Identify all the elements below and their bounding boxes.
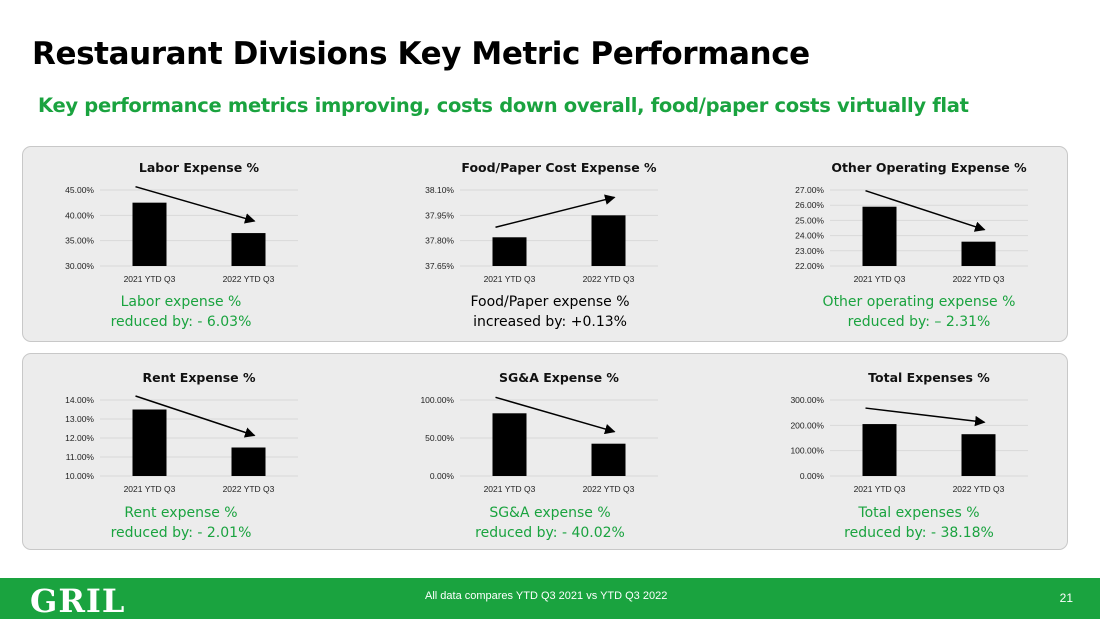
slide-title: Restaurant Divisions Key Metric Performa… [32, 36, 810, 72]
x-tick-label: 2022 YTD Q3 [223, 274, 275, 284]
y-tick-label: 100.00% [790, 446, 824, 456]
company-logo: GRIL [30, 582, 126, 620]
trend-arrow [135, 185, 256, 224]
caption-line2: reduced by: – 2.31% [847, 314, 991, 330]
x-tick-label: 2021 YTD Q3 [854, 484, 906, 494]
bar [492, 237, 527, 266]
bar [132, 202, 167, 266]
x-tick-label: 2021 YTD Q3 [854, 274, 906, 284]
y-tick-label: 12.00% [65, 433, 94, 443]
y-tick-label: 25.00% [795, 215, 824, 225]
y-tick-label: 13.00% [65, 414, 94, 424]
slide-subtitle: Key performance metrics improving, costs… [38, 94, 969, 117]
bar [492, 413, 527, 476]
sga-expense-chart: SG&A Expense % 0.00% 50.00% 100.00% 2021 YTD… [420, 370, 658, 494]
caption-line1: Food/Paper expense % [470, 294, 630, 310]
caption-line1: SG&A expense % [489, 505, 611, 521]
y-tick-label: 40.00% [65, 210, 94, 220]
y-tick-label: 10.00% [65, 471, 94, 481]
x-tick-label: 2022 YTD Q3 [583, 484, 635, 494]
y-tick-label: 35.00% [65, 236, 94, 246]
caption-line1: Rent expense % [124, 505, 238, 521]
y-tick-label: 24.00% [795, 231, 824, 241]
y-tick-label: 300.00% [790, 395, 824, 405]
trend-arrow [495, 194, 616, 229]
x-tick-label: 2021 YTD Q3 [124, 484, 176, 494]
footer-bar: GRIL All data compares YTD Q3 2021 vs YT… [0, 578, 1100, 619]
x-tick-label: 2021 YTD Q3 [124, 274, 176, 284]
x-tick-label: 2022 YTD Q3 [953, 274, 1005, 284]
caption-line1: Labor expense % [120, 294, 242, 310]
chart-title: SG&A Expense % [499, 370, 619, 385]
caption-line2: reduced by: - 6.03% [110, 314, 252, 330]
other-operating-caption: Other operating expense % reduced by: – … [799, 292, 1039, 332]
y-tick-label: 30.00% [65, 261, 94, 271]
caption-line2: reduced by: - 38.18% [844, 525, 994, 541]
trend-arrow [865, 190, 986, 232]
sga-expense-caption: SG&A expense % reduced by: - 40.02% [430, 503, 670, 543]
y-tick-label: 0.00% [800, 471, 825, 481]
caption-line1: Other operating expense % [822, 294, 1016, 310]
y-tick-label: 26.00% [795, 200, 824, 210]
trend-arrow [495, 396, 616, 435]
y-tick-label: 22.00% [795, 261, 824, 271]
other-operating-expense-chart: Other Operating Expense % 22.00% 23.00% 24.… [795, 160, 1028, 284]
total-expenses-chart: Total Expenses % 0.00% 100.00% 200.00% 300.0… [790, 370, 1028, 494]
caption-line2: reduced by: - 2.01% [110, 525, 252, 541]
caption-line1: Total expenses % [858, 505, 980, 521]
bar [132, 409, 167, 476]
y-tick-label: 38.10% [425, 185, 454, 195]
x-tick-label: 2022 YTD Q3 [223, 484, 275, 494]
caption-line2: reduced by: - 40.02% [475, 525, 625, 541]
bar [961, 241, 996, 266]
bar [231, 233, 266, 266]
bar [591, 443, 626, 476]
trend-arrow [865, 407, 986, 427]
labor-expense-caption: Labor expense % reduced by: - 6.03% [61, 292, 301, 332]
food-paper-caption: Food/Paper expense % increased by: +0.13… [430, 292, 670, 332]
chart-title: Rent Expense % [142, 370, 256, 385]
bar [862, 206, 897, 266]
bar [231, 447, 266, 476]
chart-title: Labor Expense % [139, 160, 260, 175]
bar [862, 424, 897, 476]
chart-title: Other Operating Expense % [831, 160, 1027, 175]
y-tick-label: 37.65% [425, 261, 454, 271]
y-tick-label: 27.00% [795, 185, 824, 195]
caption-line2: increased by: +0.13% [473, 314, 627, 330]
x-tick-label: 2022 YTD Q3 [953, 484, 1005, 494]
y-tick-label: 100.00% [420, 395, 454, 405]
trend-arrow [135, 395, 256, 438]
y-tick-label: 200.00% [790, 420, 824, 430]
y-tick-label: 11.00% [66, 452, 95, 462]
bar [961, 434, 996, 476]
bar [591, 215, 626, 266]
chart-title: Total Expenses % [868, 370, 990, 385]
y-tick-label: 14.00% [65, 395, 94, 405]
x-tick-label: 2021 YTD Q3 [484, 274, 536, 284]
food-paper-cost-chart: Food/Paper Cost Expense % 37.65% 37.80% 37.… [425, 160, 658, 284]
total-expenses-caption: Total expenses % reduced by: - 38.18% [799, 503, 1039, 543]
page-number: 21 [1059, 591, 1073, 605]
y-tick-label: 23.00% [795, 246, 824, 256]
y-tick-label: 0.00% [430, 471, 455, 481]
x-tick-label: 2021 YTD Q3 [484, 484, 536, 494]
y-tick-label: 37.95% [425, 210, 454, 220]
footer-note: All data compares YTD Q3 2021 vs YTD Q3 … [425, 590, 668, 602]
y-tick-label: 50.00% [425, 433, 454, 443]
chart-title: Food/Paper Cost Expense % [461, 160, 657, 175]
rent-expense-chart: Rent Expense % 10.00% 11.00% 12.00% 13.00% 14… [65, 370, 298, 494]
labor-expense-chart: Labor Expense % 30.00% 35.00% 40.00% 45.00% 2… [65, 160, 298, 284]
x-tick-label: 2022 YTD Q3 [583, 274, 635, 284]
rent-expense-caption: Rent expense % reduced by: - 2.01% [61, 503, 301, 543]
y-tick-label: 37.80% [425, 236, 454, 246]
y-tick-label: 45.00% [65, 185, 94, 195]
